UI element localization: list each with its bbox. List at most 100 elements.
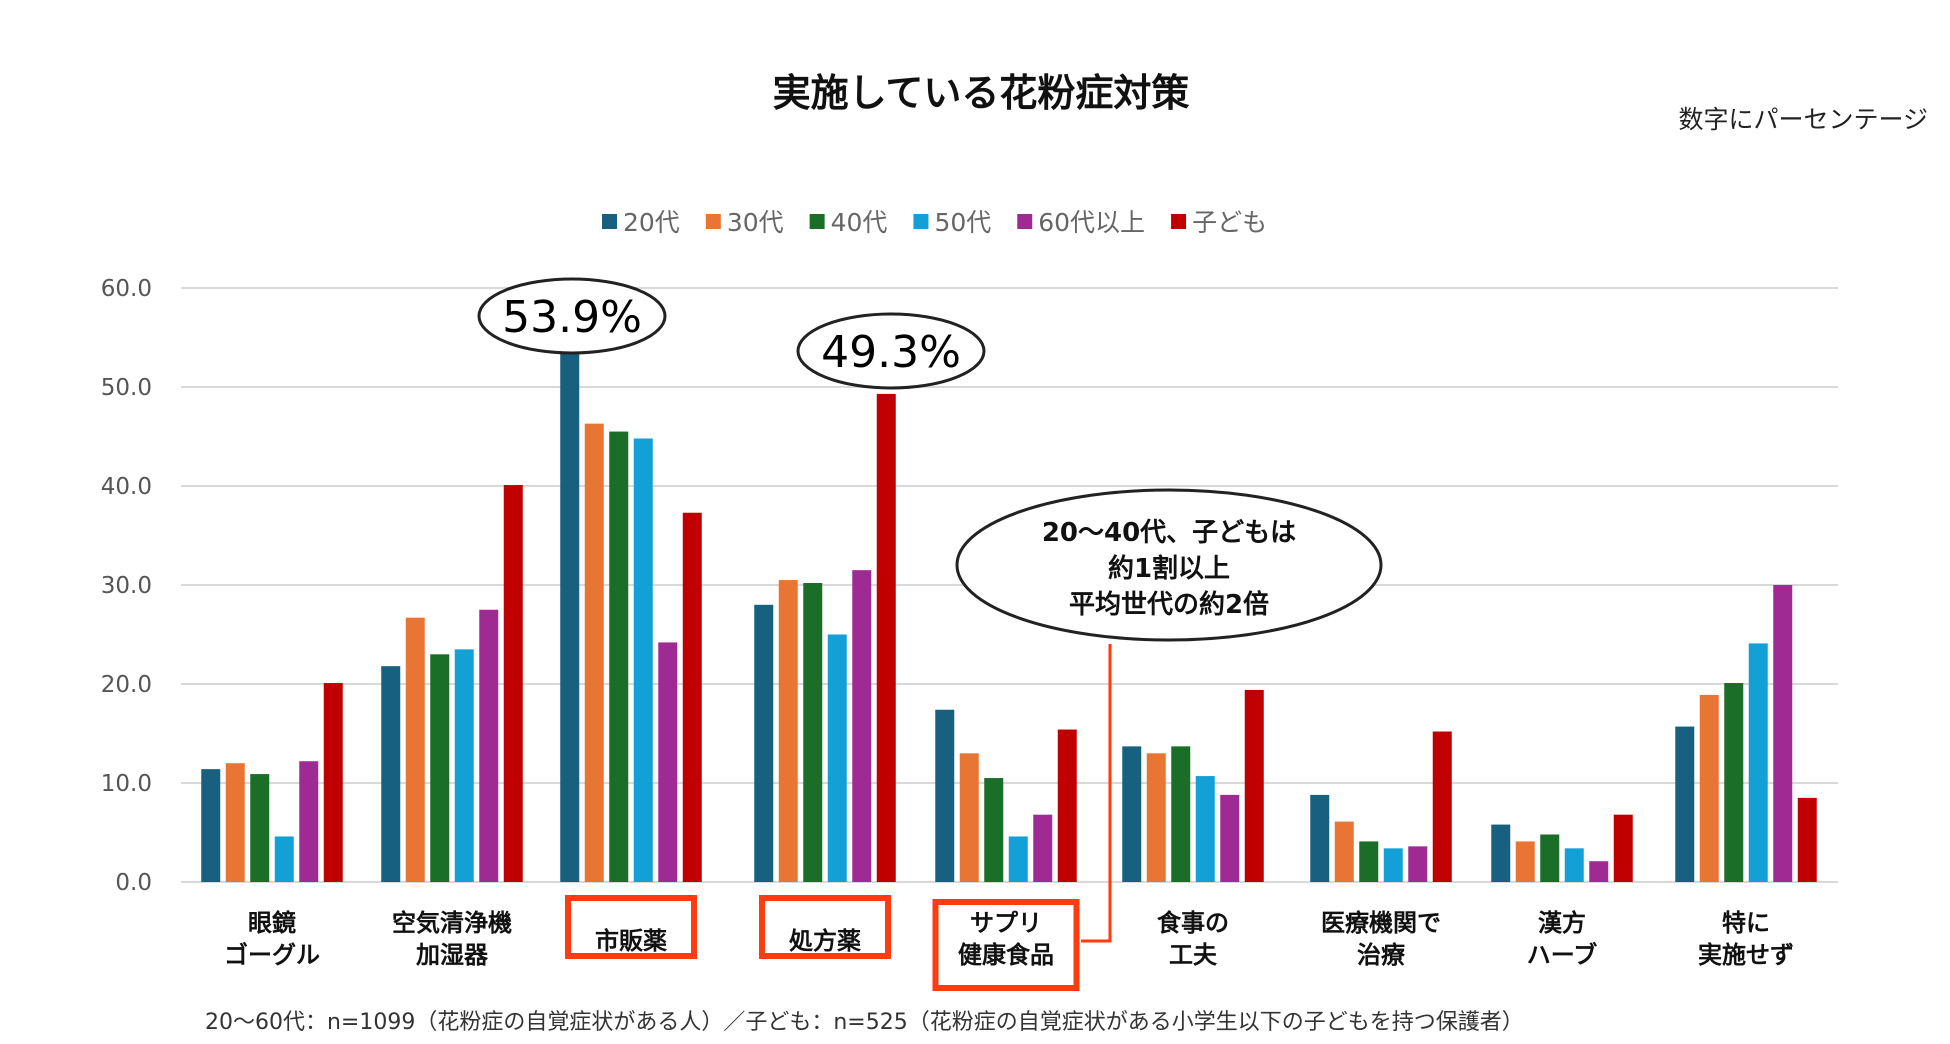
legend-swatch <box>1171 214 1187 229</box>
bar-50代-1 <box>454 649 474 882</box>
category-label: 漢方 <box>1538 909 1586 937</box>
bar-30代-3 <box>778 580 798 882</box>
y-tick-label: 30.0 <box>101 573 152 599</box>
bar-50代-8 <box>1748 643 1768 882</box>
bar-20代-2 <box>560 348 580 882</box>
bar-20代-3 <box>754 604 774 882</box>
legend: 20代 30代 40代 50代 60代以上 子ども <box>602 208 1267 237</box>
bar-60代以上-4 <box>1033 814 1053 882</box>
bar-40代-4 <box>984 778 1004 882</box>
bar-40代-7 <box>1540 834 1560 882</box>
category-label: 空気清浄機 <box>392 909 512 937</box>
callout-text: 約1割以上 <box>1108 553 1230 584</box>
bar-40代-3 <box>803 583 823 882</box>
bar-50代-4 <box>1008 836 1028 882</box>
bar-子ども-4 <box>1057 729 1077 882</box>
legend-label: 60代以上 <box>1038 208 1145 237</box>
bar-子ども-3 <box>876 393 896 882</box>
category-label: サプリ <box>970 909 1042 937</box>
legend-label: 40代 <box>831 208 888 237</box>
bar-20代-4 <box>935 709 955 882</box>
bar-40代-0 <box>250 774 270 882</box>
legend-label: 20代 <box>623 208 680 237</box>
bar-60代以上-0 <box>299 761 319 882</box>
category-label: 特に <box>1722 909 1770 937</box>
bar-20代-5 <box>1122 746 1142 882</box>
bar-40代-5 <box>1171 746 1191 882</box>
bar-60代以上-1 <box>479 609 499 882</box>
category-label: 処方薬 <box>789 927 861 955</box>
bar-40代-1 <box>430 654 450 882</box>
callout-value: 53.9% <box>502 292 642 343</box>
legend-swatch <box>705 214 721 229</box>
bar-60代以上-2 <box>658 642 678 882</box>
y-tick-label: 60.0 <box>101 276 152 302</box>
bar-20代-1 <box>381 666 401 882</box>
bar-50代-7 <box>1564 848 1584 882</box>
callout-value: 49.3% <box>821 327 961 378</box>
bar-30代-6 <box>1334 821 1354 882</box>
y-tick-label: 0.0 <box>115 870 152 896</box>
category-label: 医療機関で <box>1321 909 1441 937</box>
bar-50代-6 <box>1383 848 1403 882</box>
category-label: 食事の <box>1157 909 1229 937</box>
bar-60代以上-8 <box>1773 585 1793 882</box>
y-tick-label: 20.0 <box>101 672 152 698</box>
category-label: 眼鏡 <box>248 909 296 937</box>
legend-swatch <box>809 214 825 229</box>
callout-ellipse <box>955 488 1383 642</box>
callout-ellipse <box>477 277 667 355</box>
bar-子ども-8 <box>1797 797 1817 882</box>
category-label: 工夫 <box>1169 941 1218 969</box>
bar-子ども-7 <box>1613 814 1633 882</box>
bar-60代以上-3 <box>852 570 872 882</box>
legend-swatch <box>1017 214 1033 229</box>
footnote: 20〜60代：n=1099（花粉症の自覚症状がある人）／子ども：n=525（花粉… <box>205 1010 1524 1035</box>
bar-60代以上-7 <box>1589 861 1609 882</box>
callout-text: 平均世代の約2倍 <box>1069 589 1269 620</box>
legend-swatch <box>913 214 929 229</box>
callout-leader-line <box>1081 644 1112 943</box>
category-label: 市販薬 <box>595 927 667 955</box>
category-label: 加湿器 <box>416 941 489 969</box>
bar-40代-8 <box>1724 683 1744 882</box>
bar-30代-7 <box>1515 841 1535 882</box>
bar-30代-8 <box>1699 694 1719 882</box>
category-label: 実施せず <box>1698 941 1794 969</box>
category-label: 健康食品 <box>958 941 1054 969</box>
bar-60代以上-6 <box>1408 846 1428 882</box>
bar-子ども-5 <box>1244 689 1264 882</box>
y-tick-label: 10.0 <box>101 771 152 797</box>
chart-title: 実施している花粉症対策 <box>773 71 1190 115</box>
category-label: 治療 <box>1357 941 1406 969</box>
y-tick-label: 40.0 <box>101 474 152 500</box>
bar-60代以上-5 <box>1220 794 1240 882</box>
bar-30代-2 <box>584 423 604 882</box>
bar-20代-6 <box>1310 794 1330 882</box>
callout-text: 20〜40代、子どもは <box>1042 518 1296 548</box>
bar-50代-0 <box>274 836 294 882</box>
bars <box>201 348 1817 882</box>
bar-30代-0 <box>225 763 245 882</box>
category-label: ハーブ <box>1527 941 1598 969</box>
highlight-box <box>932 899 1080 991</box>
unit-note: 数字にパーセンテージ <box>1678 105 1928 134</box>
bar-40代-6 <box>1359 841 1379 882</box>
bar-20代-0 <box>201 769 221 882</box>
bar-30代-4 <box>959 753 979 882</box>
bar-子ども-0 <box>323 683 343 882</box>
bar-子ども-2 <box>682 512 702 882</box>
legend-label: 30代 <box>727 208 784 237</box>
legend-swatch <box>602 214 617 229</box>
category-label: ゴーグル <box>224 941 320 969</box>
bar-30代-1 <box>405 617 425 882</box>
y-tick-label: 50.0 <box>101 375 152 401</box>
legend-label: 50代 <box>934 208 991 237</box>
bar-50代-2 <box>633 438 653 882</box>
bar-50代-3 <box>827 634 847 882</box>
highlight-box <box>565 895 697 959</box>
highlight-box <box>759 895 891 959</box>
bar-20代-7 <box>1491 824 1511 882</box>
